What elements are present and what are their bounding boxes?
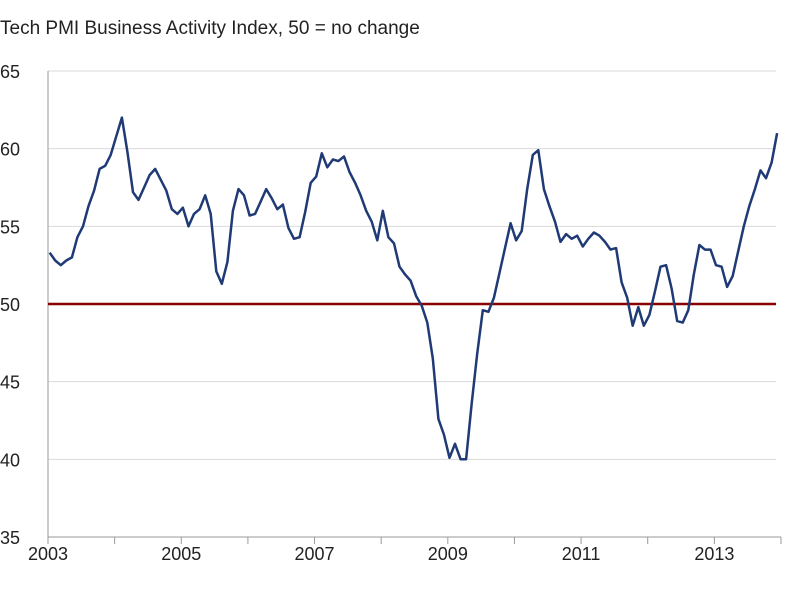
- y-tick-label-45: 45: [0, 373, 20, 393]
- y-tick-label-35: 35: [0, 528, 20, 548]
- chart-title: Tech PMI Business Activity Index, 50 = n…: [0, 18, 420, 39]
- x-tick-label-2011: 2011: [562, 544, 601, 564]
- y-tick-label-50: 50: [0, 295, 20, 315]
- x-tick-label-2013: 2013: [694, 544, 734, 564]
- y-tick-label-40: 40: [0, 450, 20, 470]
- series-line-0: [48, 116, 779, 461]
- x-tick-label-2007: 2007: [295, 544, 335, 564]
- y-tick-label-65: 65: [0, 62, 20, 82]
- y-tick-label-55: 55: [0, 217, 20, 237]
- x-tick-label-2005: 2005: [161, 544, 201, 564]
- y-tick-label-60: 60: [0, 140, 20, 160]
- x-tick-label-2003: 2003: [28, 544, 68, 564]
- x-tick-label-2009: 2009: [428, 544, 468, 564]
